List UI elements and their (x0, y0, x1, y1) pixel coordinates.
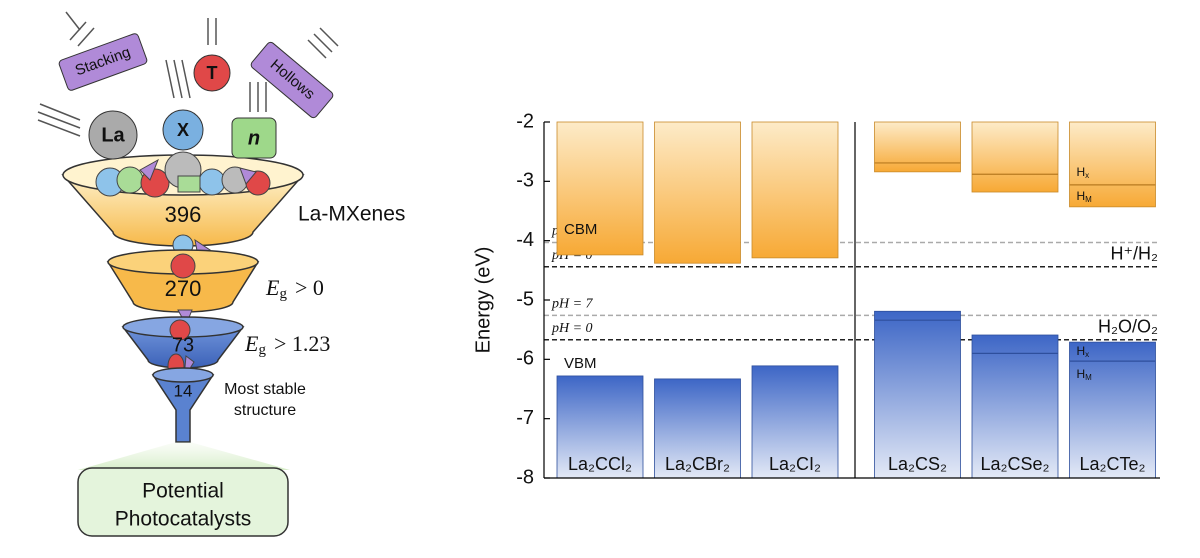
tag-label: n (248, 127, 260, 149)
ball (193, 54, 231, 92)
criterion-text: > 1.23 (274, 331, 330, 356)
band-chart: Energy (eV) pH = 0pH = 0pH = 7pH = 7H⁺/H… (472, 110, 1160, 488)
stage-label: La-MXenes (298, 203, 405, 226)
cbm-bar (874, 121, 961, 173)
subscript: g (258, 342, 266, 358)
motion-lines (37, 11, 339, 137)
category-label: La₂CCl₂ (568, 454, 632, 474)
annotation-sub: x (1085, 350, 1089, 359)
vbm-bar (971, 334, 1059, 479)
annotation-base: H (1077, 189, 1086, 203)
result-text: Potential (142, 480, 224, 503)
symbol: E (265, 275, 280, 300)
tag (231, 117, 277, 159)
result-text: Photocatalysts (115, 508, 252, 531)
annotation-base: H (1077, 165, 1086, 179)
category-label: La₂CSe₂ (980, 454, 1049, 474)
stage-count: 14 (174, 381, 193, 400)
annotation-sub: M (1085, 373, 1092, 382)
ball-label: T (207, 63, 218, 83)
category-label: La₂CI₂ (769, 454, 821, 474)
stage-label: structure (234, 402, 296, 419)
annotation-sub: M (1085, 195, 1092, 204)
stage-label: Most stable (224, 381, 306, 398)
reference-level-name: pH = 7 (551, 297, 594, 312)
annotation-base: H (1077, 344, 1086, 358)
stage-criterion: Eg > 1.23 (244, 331, 330, 358)
y-tick-label: -5 (516, 288, 534, 310)
funnel-rim (152, 367, 214, 383)
annotation: HM (1077, 189, 1093, 204)
ball-label: X (177, 120, 189, 140)
balls (95, 151, 271, 198)
annotation: Hx (1077, 344, 1090, 359)
annotation-sub: x (1085, 171, 1089, 180)
cbm-bar (1069, 121, 1156, 208)
ball (88, 110, 138, 160)
symbol: E (244, 331, 259, 356)
cbm-bar (751, 121, 839, 259)
subscript: g (279, 286, 287, 302)
reference-label: H⁺/H₂ (1111, 244, 1159, 264)
glow (78, 442, 290, 470)
stage-count: 396 (165, 202, 202, 227)
series-label: VBM (564, 355, 597, 372)
cbm-bar (971, 121, 1059, 193)
series-label: CBM (564, 221, 597, 238)
ball-label: La (101, 124, 125, 146)
cbm-bar (654, 121, 741, 264)
stage-count: 73 (172, 334, 194, 356)
category-label: La₂CBr₂ (665, 454, 730, 474)
criterion-text: > 0 (295, 275, 324, 300)
stage-count: 270 (165, 276, 202, 301)
tag: Stacking (58, 33, 148, 91)
cbm-bar (556, 121, 644, 256)
y-tick-label: -7 (516, 407, 534, 429)
stage-criterion: Eg > 0 (265, 275, 324, 302)
reference-level-name: pH = 0 (551, 321, 593, 336)
y-tick-label: -8 (516, 466, 534, 488)
vbm-bar (874, 310, 961, 479)
y-tick-label: -2 (516, 110, 534, 132)
annotation: HM (1077, 367, 1093, 382)
category-label: La₂CTe₂ (1079, 454, 1145, 474)
reference-label: H₂O/O₂ (1098, 317, 1158, 337)
ball (162, 109, 204, 151)
category-label: La₂CS₂ (888, 454, 947, 474)
annotation-base: H (1077, 367, 1086, 381)
vbm-bar (1069, 341, 1156, 479)
funnel-diagram: Stacking T Hollows La X n 396 La-MXenes … (37, 11, 405, 537)
vbm-bar (751, 365, 839, 479)
y-tick-label: -3 (516, 170, 534, 192)
result-box (77, 467, 289, 537)
y-tick-label: -4 (516, 229, 534, 251)
tag: Hollows (250, 41, 334, 119)
y-tick-label: -6 (516, 348, 534, 370)
y-axis-label: Energy (eV) (472, 247, 494, 354)
annotation: Hx (1077, 165, 1090, 180)
